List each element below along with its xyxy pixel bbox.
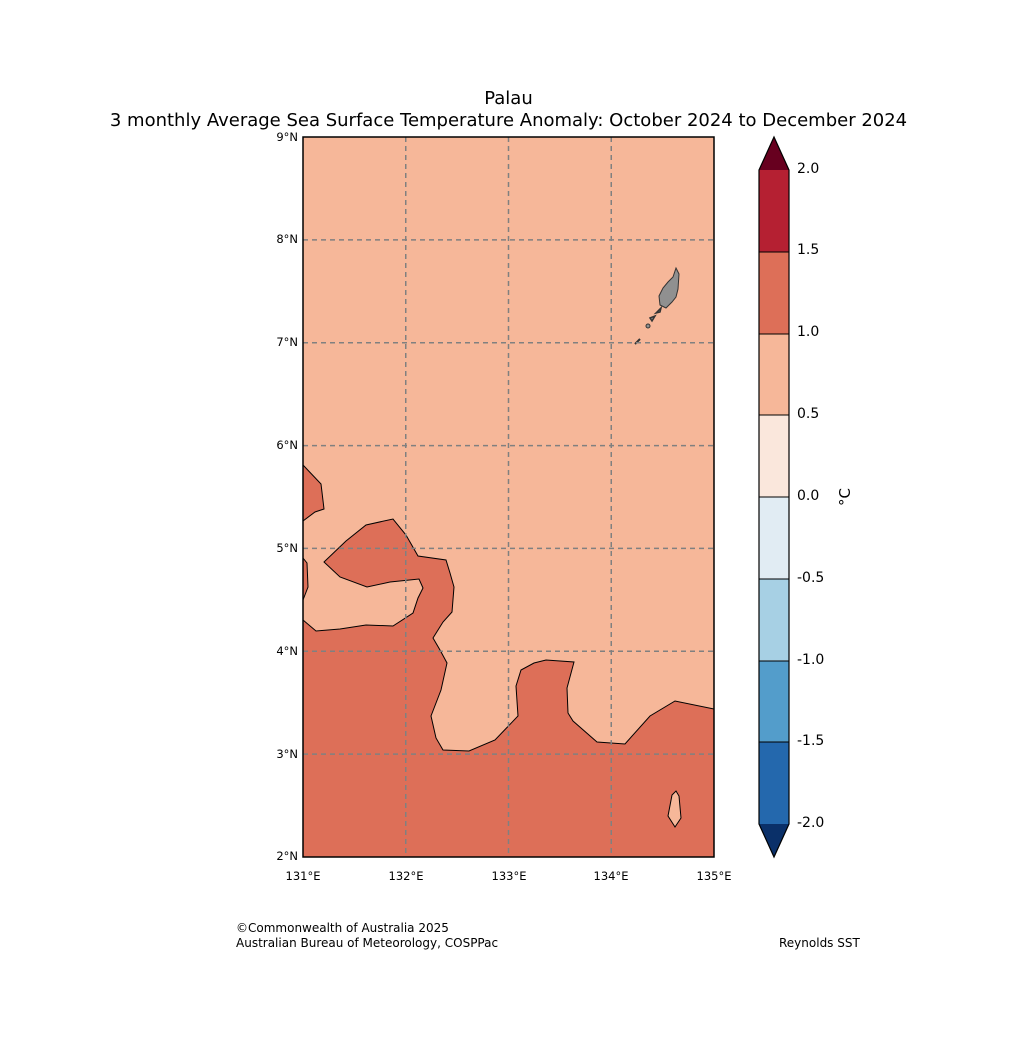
- anomaly-region-1.0-1.5-south: [303, 518, 714, 857]
- colorbar-outline: [758, 135, 790, 859]
- lon-label-131e: 131°E: [285, 869, 321, 883]
- colorbar-tick-neg1.5: -1.5: [797, 733, 825, 749]
- lat-label-7n: 7°N: [276, 335, 298, 349]
- colorbar-tick-1.5: 1.5: [797, 242, 820, 258]
- map-plot-area: [303, 137, 714, 857]
- lat-label-3n: 3°N: [276, 747, 298, 761]
- colorbar-tick-0.0: 0.0: [797, 488, 820, 504]
- palau-main-island: [658, 266, 680, 309]
- lon-label-132e: 132°E: [388, 869, 424, 883]
- colorbar-tick-2.0: 2.0: [797, 161, 820, 177]
- colorbar-unit-label: °C: [835, 488, 854, 506]
- map-frame: [302, 136, 715, 858]
- map-subtitle: 3 monthly Average Sea Surface Temperatur…: [109, 110, 908, 131]
- anomaly-region-1.0-1.5-northwest: [303, 464, 325, 522]
- credit-line-2: Australian Bureau of Meteorology, COSPPa…: [236, 936, 499, 950]
- colorbar-band-neg1.0-neg0.5: [759, 579, 789, 661]
- lon-label-134e: 134°E: [593, 869, 629, 883]
- colorbar-dividers: [759, 251, 789, 743]
- anomaly-patch-0.5-1.0: [667, 790, 682, 828]
- colorbar-band-neg1.5-neg1.0: [759, 661, 789, 742]
- lat-label-9n: 9°N: [276, 130, 298, 144]
- lat-label-5n: 5°N: [276, 541, 298, 555]
- colorbar-tick-neg1.0: -1.0: [797, 652, 825, 668]
- credit-line-1: ©Commonwealth of Australia 2025: [236, 921, 449, 935]
- colorbar: [758, 135, 790, 859]
- colorbar-extend-max: [759, 137, 789, 170]
- colorbar-band-neg2.0-neg1.5: [759, 742, 789, 824]
- palau-southern-islet: [634, 338, 641, 345]
- lat-label-6n: 6°N: [276, 438, 298, 452]
- data-source-credit: Reynolds SST: [779, 936, 860, 950]
- colorbar-band-1.5-2.0: [759, 170, 789, 252]
- palau-island-chain: [648, 305, 663, 323]
- lat-label-4n: 4°N: [276, 644, 298, 658]
- colorbar-band-0.5-1.0: [759, 334, 789, 415]
- colorbar-band-1.0-1.5: [759, 252, 789, 334]
- colorbar-band-neg0.5-0.0: [759, 497, 789, 579]
- anomaly-region-1.0-1.5-west: [303, 557, 309, 601]
- map-title: Palau: [484, 88, 533, 109]
- colorbar-tick-neg2.0: -2.0: [797, 815, 825, 831]
- copyright-credit: ©Commonwealth of Australia 2025 Australi…: [236, 921, 498, 951]
- colorbar-tick-0.5: 0.5: [797, 406, 820, 422]
- colorbar-tick-neg0.5: -0.5: [797, 570, 825, 586]
- gridlines: [303, 137, 714, 857]
- lon-label-133e: 133°E: [491, 869, 527, 883]
- lat-label-8n: 8°N: [276, 232, 298, 246]
- lat-label-2n: 2°N: [276, 849, 298, 863]
- lon-label-135e: 135°E: [696, 869, 732, 883]
- colorbar-band-0.0-0.5: [759, 415, 789, 497]
- palau-islet: [645, 323, 651, 329]
- colorbar-extend-min: [759, 824, 789, 857]
- colorbar-tick-1.0: 1.0: [797, 324, 820, 340]
